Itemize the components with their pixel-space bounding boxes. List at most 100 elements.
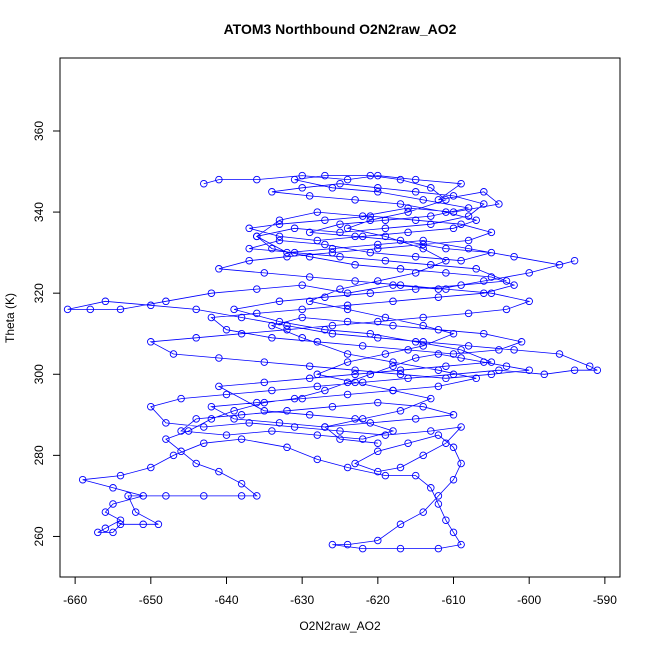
data-point [200,492,208,500]
data-point [457,220,465,228]
data-point [358,232,367,241]
data-point [442,256,450,265]
data-point [313,382,322,391]
data-point [502,277,511,285]
data-point [207,313,216,322]
data-point [101,508,110,516]
data-point [222,431,231,439]
data-point [260,378,269,387]
data-point [374,439,382,447]
data-point [230,407,238,415]
data-point [457,281,465,289]
data-point [480,200,488,208]
data-point [374,188,382,196]
data-point [389,321,397,330]
data-point [464,204,473,212]
data-point [162,419,170,427]
data-point [366,216,375,224]
data-point [389,362,397,370]
data-point [305,228,314,237]
data-point [260,407,269,415]
data-point [305,273,314,281]
data-point [434,285,443,293]
series-line [67,175,598,549]
data-point [540,370,549,379]
data-point [321,423,329,431]
data-point [290,394,299,403]
x-axis-label: O2N2raw_AO2 [299,619,381,633]
data-point [298,305,306,314]
data-point [162,297,170,306]
x-tick-label: -590 [593,593,617,607]
x-tick-label: -650 [139,593,163,607]
data-point [154,520,163,529]
data-point [396,175,405,184]
data-point [502,305,511,314]
data-point [290,248,299,257]
y-tick-label: 320 [32,283,46,303]
data-point [464,244,473,253]
data-point [260,398,269,407]
data-point [63,305,72,314]
data-point [343,378,352,387]
x-tick-label: -610 [441,593,465,607]
data-point [487,289,496,297]
data-point [411,354,420,362]
data-point [237,313,246,322]
data-point [381,313,390,322]
data-point [268,386,276,395]
data-point [328,402,337,411]
data-point [396,544,405,553]
data-point [290,175,299,184]
data-point [313,370,322,379]
data-point [313,431,322,439]
data-point [275,232,284,241]
data-point [116,520,125,529]
data-point [427,184,435,192]
data-point [381,256,390,265]
data-point [434,382,443,391]
data-point [427,427,435,435]
data-point [200,179,208,188]
data-point [351,415,359,423]
data-point [192,305,200,314]
data-point [109,500,117,508]
x-tick-label: -660 [63,593,87,607]
data-point [396,200,405,208]
x-axis: -660 -650 -640 -630 -620 -610 -600 -590 [63,576,617,607]
data-point [457,354,465,362]
data-point [487,358,496,366]
data-point [275,297,284,306]
data-point [328,184,337,192]
data-point [502,362,511,370]
data-point [457,179,465,188]
data-point [404,228,412,237]
data-point [517,338,526,346]
data-point [464,309,473,318]
y-tick-label: 300 [32,364,46,384]
data-point [253,309,261,318]
data-point [374,171,382,180]
data-point [343,289,352,297]
data-point [268,188,276,196]
data-point [434,500,443,508]
data-point [419,313,427,322]
data-point [427,212,435,220]
data-point [396,520,405,529]
data-point [336,427,344,435]
data-point [177,427,185,435]
data-point [116,516,125,524]
data-point [169,350,178,358]
data-point [207,415,216,423]
data-point [419,196,427,204]
y-tick-label: 260 [32,526,46,546]
data-point [343,224,352,233]
data-point [222,390,231,399]
data-point [404,374,412,383]
data-point [124,492,132,500]
data-point [351,277,359,285]
data-point [374,447,382,456]
data-point [434,325,443,334]
data-point [396,370,405,379]
data-point [487,228,496,237]
